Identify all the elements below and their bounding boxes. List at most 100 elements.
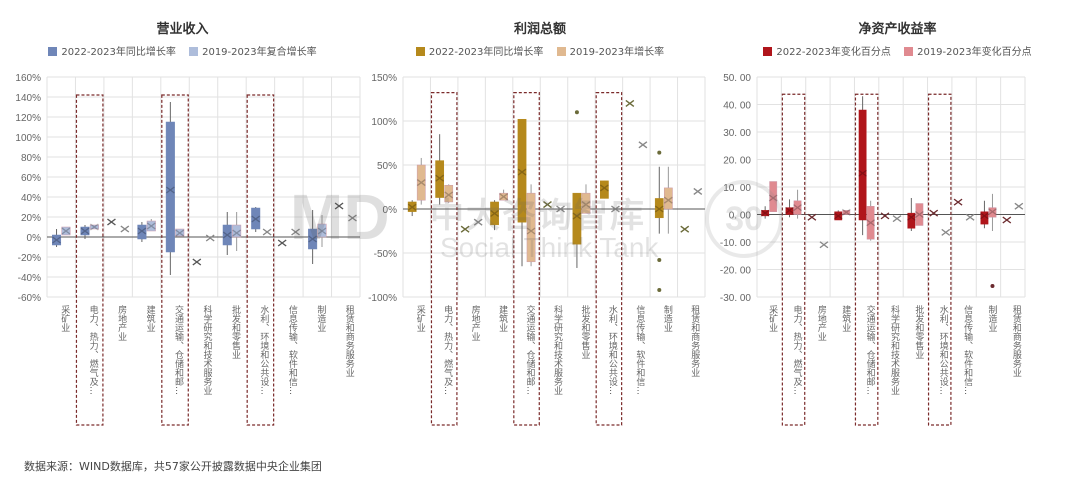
box [517,118,527,223]
x-category-label: 建筑业 [145,304,156,332]
mean-marker-icon [785,206,794,214]
legend-swatch-icon [48,47,58,56]
x-category-label: 水利、环境和公共设… [258,304,269,395]
box [980,211,989,225]
box [581,192,591,214]
mean-marker-icon [526,227,536,235]
y-tick-label: -10. 00 [720,238,752,249]
mean-marker-icon [52,236,61,244]
mean-marker-icon [1002,216,1012,224]
y-tick-label: 40% [21,193,41,204]
mean-marker-icon [308,235,318,243]
chart-panel-revenue: 营业收入 2022-2023年同比增长率 2019-2023年复合增长率 [0,0,365,440]
mean-marker-icon [807,213,817,221]
highlight-frame [595,91,623,426]
legend-swatch-icon [415,47,425,56]
chart-panel-profit: 利润总额 2022-2023年同比增长率 2019-2023年增长率 [365,0,715,440]
chart-1: -100% -50% 0% 50% 100% 150% 采矿业 电力、热力、燃气及… 房地产业 建… [368,73,706,426]
x-category-label: 信息传输、软件和信… [634,304,645,395]
x-category-label: 采矿业 [767,305,778,332]
box [988,207,997,218]
mean-marker-icon [435,174,445,182]
mean-marker-icon [611,205,620,213]
box [785,207,794,215]
mean-marker-icon [262,228,272,236]
mean-marker-icon [517,168,527,176]
mean-marker-icon [965,213,975,221]
y-tick-label: 80% [21,153,41,164]
box [526,192,536,263]
chart-title: 营业收入 [156,22,209,37]
x-category-label: 科学研究和技术服务业 [889,304,900,395]
legend-swatch-icon [556,47,566,56]
y-tick-label: 0. 00 [729,211,752,222]
x-category-label: 建筑业 [840,304,851,332]
box [175,228,185,237]
x-category-label: 租赁和商务服务业 [689,305,700,377]
legend-swatch-icon [763,47,773,56]
y-tick-label: -20. 00 [720,266,752,277]
box [769,181,778,212]
mean-marker-icon [914,210,924,219]
box [842,210,851,215]
legend-swatch-icon [904,47,914,56]
highlight-frame [513,91,540,426]
y-tick-label: 30. 00 [723,128,751,139]
highlight-frame [246,94,275,426]
legend-item-series-2: 2019-2023年复合增长率 [189,43,317,58]
mean-marker-icon [768,194,778,202]
y-tick-label: 10. 00 [723,183,751,194]
x-category-label: 电力、热力、燃气及… [792,304,803,395]
y-tick-label: -50% [374,249,397,260]
x-category-label: 制造业 [662,304,673,332]
y-tick-label: 150% [371,73,397,84]
highlight-frame [430,91,458,426]
y-tick-label: 100% [15,133,41,144]
mean-marker-icon [833,212,843,220]
x-category-label: 房地产业 [116,304,127,341]
mean-marker-icon [416,179,426,187]
box [499,192,508,201]
box [490,201,499,226]
mean-marker-icon [625,99,635,107]
mean-marker-icon [317,227,327,235]
mean-marker-icon [499,193,509,201]
y-tick-label: 60% [21,173,41,184]
mean-marker-icon [892,215,902,223]
legend-item-series-1: 2022-2023年同比增长率 [415,43,543,58]
chart-2: -30. 00 -20. 00 -10. 00 0. 00 10. 00 20. 00 30… [720,73,1026,426]
mean-marker-icon [1014,202,1024,210]
mean-marker-icon [988,208,997,216]
mean-marker-icon [693,187,703,195]
box [600,180,609,199]
x-category-label: 租赁和商务服务业 [1011,305,1022,377]
chart-title: 净资产收益率 [858,22,937,37]
box [866,206,875,240]
mean-marker-icon [460,225,470,233]
y-tick-label: 50. 00 [723,73,751,84]
mean-marker-icon [175,229,185,237]
box [146,220,156,232]
mean-marker-icon [89,223,99,231]
y-tick-label: 140% [15,93,41,104]
x-category-label: 交通运输、仓储和邮… [173,304,184,395]
mean-marker-icon [444,191,454,199]
mean-marker-icon [841,208,851,216]
x-category-label: 交通运输、仓储和邮… [525,304,536,395]
box [654,198,664,219]
x-category-label: 批发和零售业 [913,304,924,359]
y-tick-label: -30. 00 [720,293,752,304]
x-category-label: 科学研究和技术服务业 [552,304,563,395]
mean-marker-icon [80,227,90,235]
mean-marker-icon [654,205,664,213]
legend-item-series-2: 2019-2023年增长率 [556,43,664,58]
box [137,224,147,240]
y-tick-label: -100% [368,293,397,304]
x-category-label: 批发和零售业 [579,304,590,359]
box [89,224,99,230]
y-tick-label: -60% [18,293,41,304]
mean-marker-icon [232,229,242,237]
legend-item-series-1: 2022-2023年变化百分点 [763,43,891,58]
box [165,121,175,253]
